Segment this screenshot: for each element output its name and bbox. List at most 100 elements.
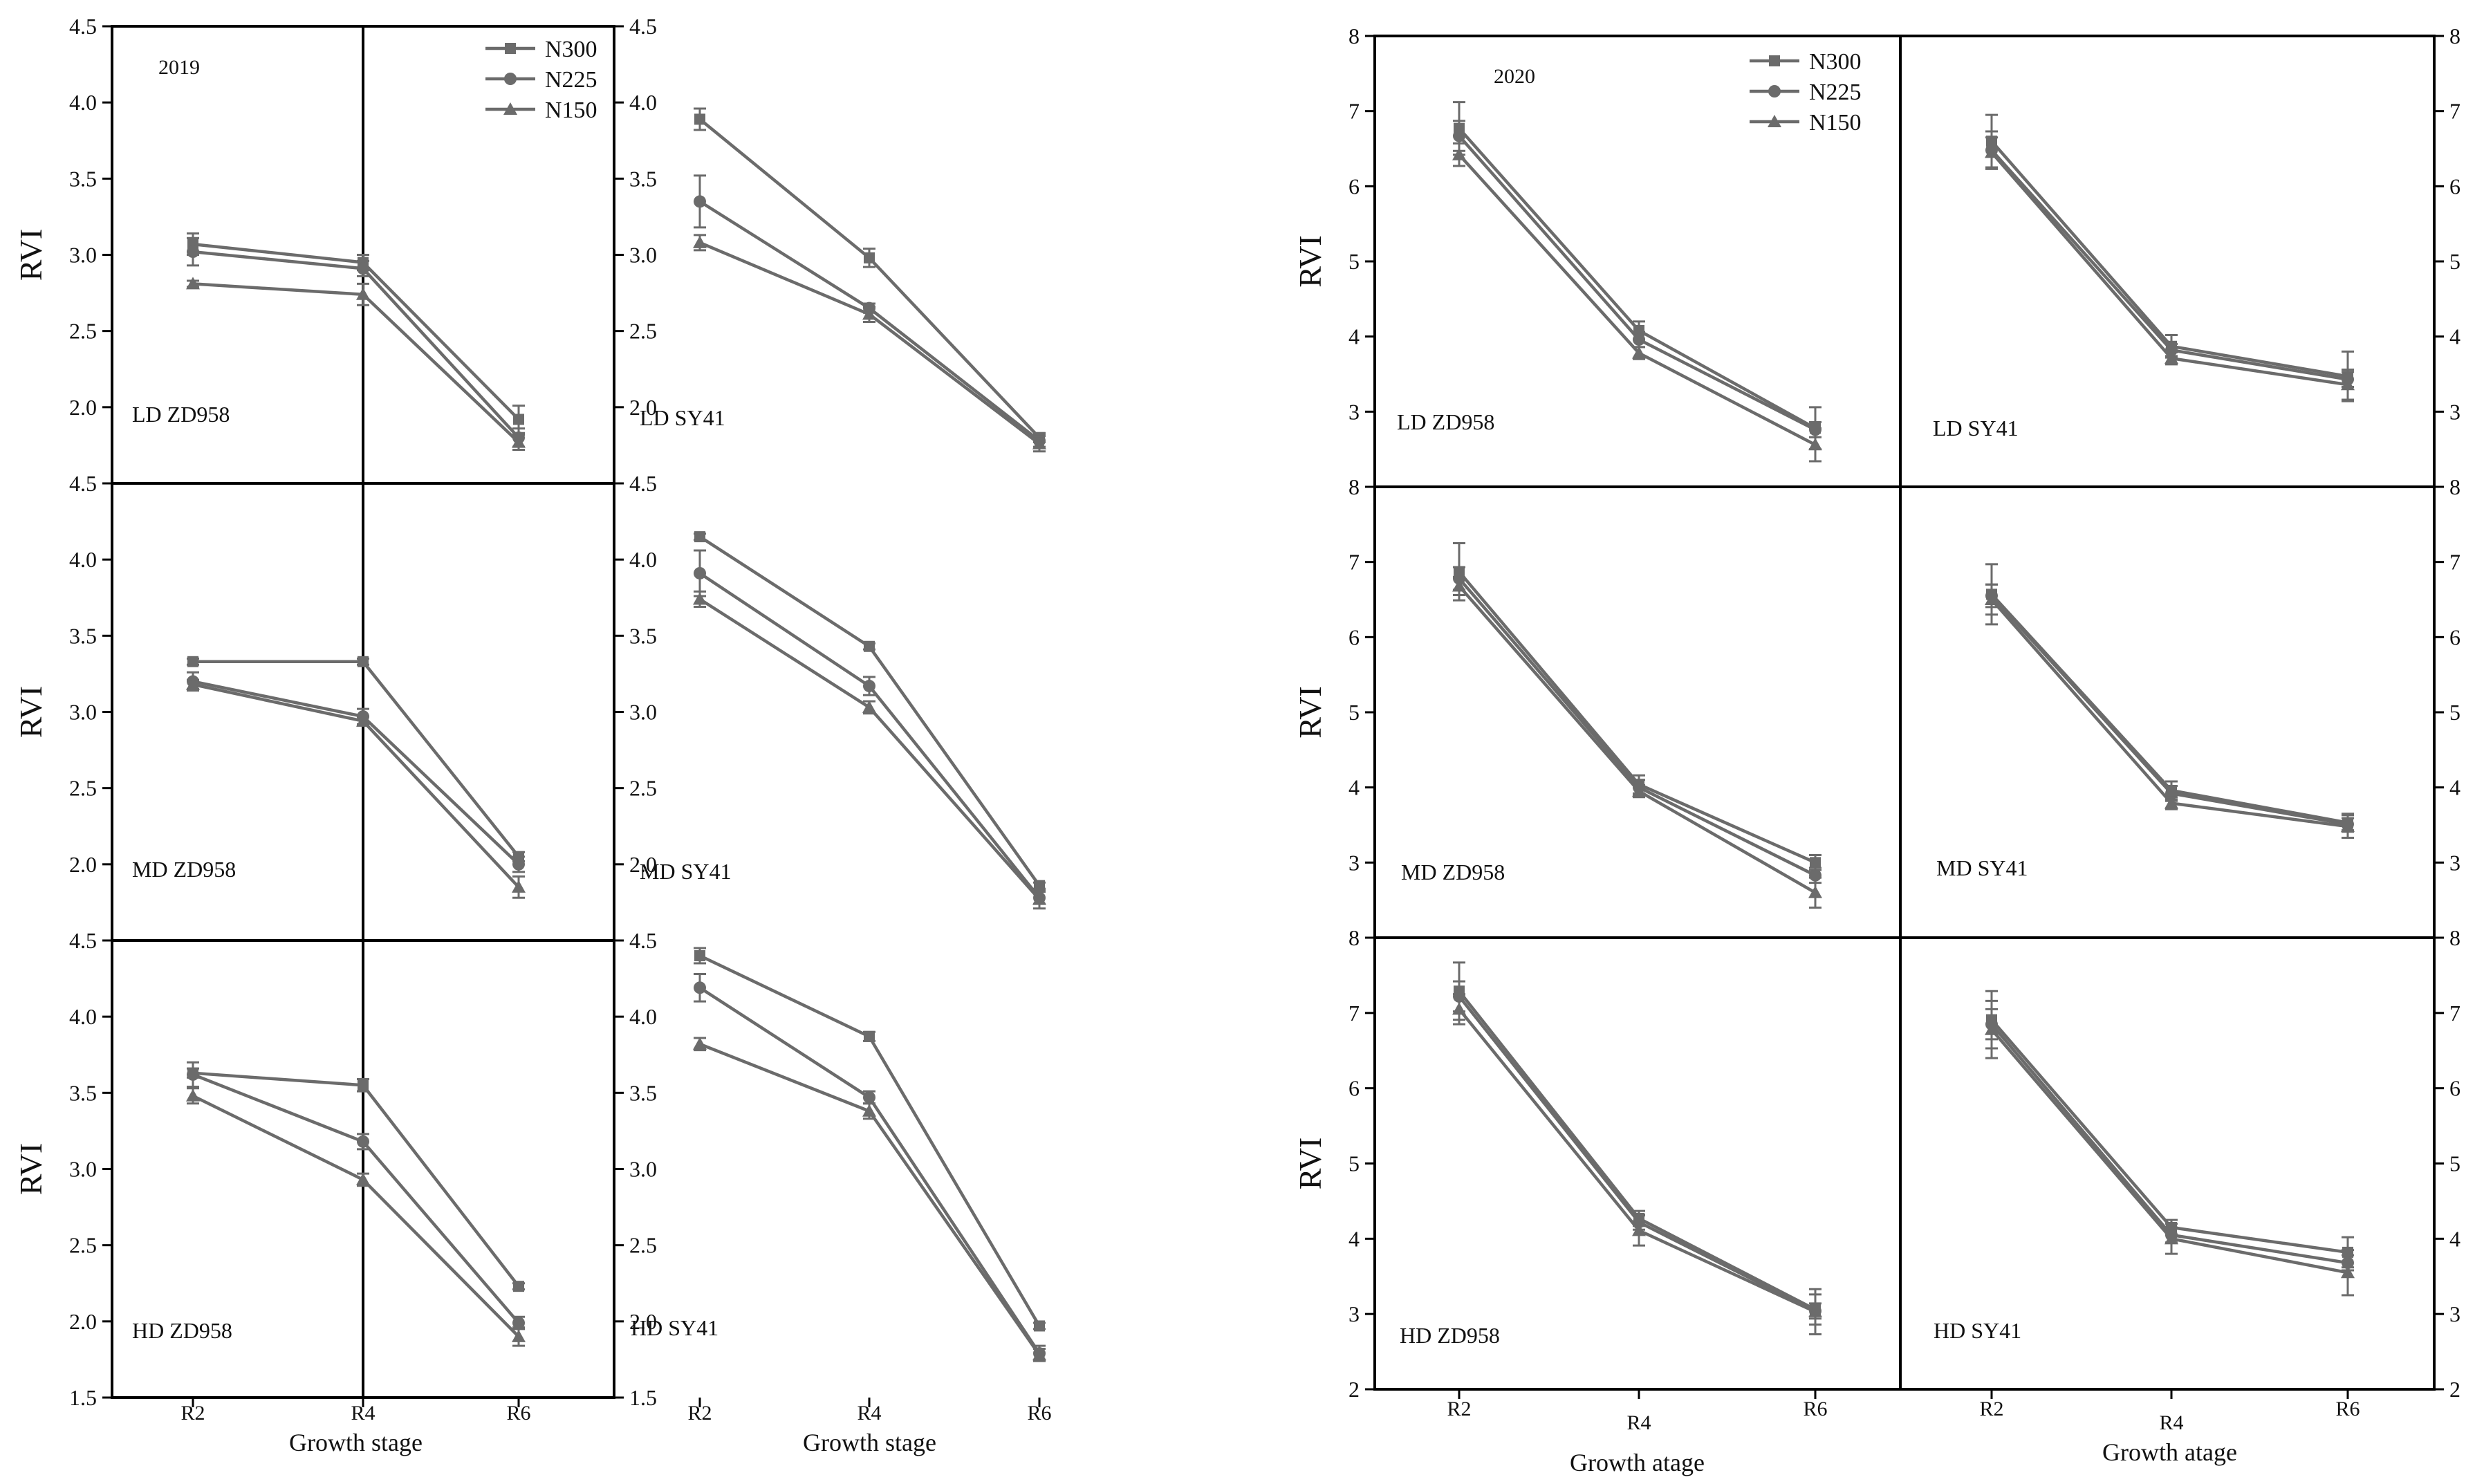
y-tick-label-right: 2.5 <box>629 1233 657 1258</box>
panel-ld-sy41: LD SY41 <box>1933 113 2355 440</box>
point-n150 <box>1452 579 1466 592</box>
point-n150 <box>1985 593 1999 605</box>
x-tick-label: R2 <box>180 1402 205 1425</box>
legend-marker-n300 <box>505 43 516 54</box>
y-tick-label-right: 3 <box>2449 1301 2460 1326</box>
point-n150 <box>186 277 200 290</box>
point-n225 <box>512 857 525 871</box>
point-n150 <box>1808 438 1822 451</box>
legend-label-n150: N150 <box>1809 110 1862 136</box>
point-n150 <box>2341 378 2355 391</box>
series-line-n300 <box>1458 127 1817 430</box>
y-tick-label-left: 2.5 <box>69 776 97 801</box>
series-line-n300 <box>192 242 520 421</box>
point-n150 <box>862 700 876 713</box>
y-tick-label-left: 6 <box>1348 1076 1360 1101</box>
point-n150 <box>2341 819 2355 833</box>
y-tick-label-right: 8 <box>2449 925 2460 950</box>
legend-marker-n300 <box>1769 55 1780 66</box>
series-line-n300 <box>698 118 1041 439</box>
y-tick-label-left: 2.5 <box>69 319 97 344</box>
x-tick-label: R6 <box>1027 1402 1051 1425</box>
y-tick-label-right: 3.0 <box>629 243 657 268</box>
y-tick-label-left: 7 <box>1348 1001 1360 1026</box>
point-n150 <box>1452 147 1466 160</box>
point-n150 <box>862 307 876 320</box>
y-tick-label-right: 2.0 <box>629 1309 657 1334</box>
point-n150 <box>1032 436 1046 449</box>
point-n150 <box>512 880 526 893</box>
y-tick-label-right: 5 <box>2449 1151 2460 1176</box>
y-axis-label: RVI <box>1292 686 1328 739</box>
y-tick-label-left: 3.5 <box>69 623 97 648</box>
panel-label: MD SY41 <box>1936 855 2028 880</box>
y-tick-label-left: 1.5 <box>69 1385 97 1410</box>
y-tick-label-left: 2.0 <box>69 852 97 877</box>
point-n225 <box>863 1091 875 1104</box>
panel-label: MD ZD958 <box>1401 860 1505 884</box>
y-tick-label-right: 4.5 <box>629 14 657 39</box>
point-n150 <box>2165 1232 2178 1245</box>
point-n150 <box>693 592 707 605</box>
point-n150 <box>356 287 370 300</box>
point-n300 <box>358 656 369 667</box>
point-n225 <box>694 981 706 994</box>
y-tick-label-left: 7 <box>1348 99 1360 124</box>
y-tick-label-left: 3 <box>1348 1301 1360 1326</box>
series-line-n150 <box>1458 1008 1816 1313</box>
point-n150 <box>512 1329 526 1342</box>
point-n150 <box>1632 1223 1646 1236</box>
y-tick-label-left: 6 <box>1348 174 1360 198</box>
y-tick-label-right: 6 <box>2449 1076 2460 1101</box>
y-tick-label-left: 5 <box>1348 249 1360 274</box>
point-n225 <box>512 1317 525 1330</box>
y-tick-label-left: 8 <box>1348 474 1360 499</box>
y-tick-label-left: 8 <box>1348 925 1360 950</box>
y-tick-label-right: 2.0 <box>629 852 657 877</box>
y-tick-label-right: 5 <box>2449 249 2460 274</box>
y-tick-label-left: 3.5 <box>69 166 97 191</box>
point-n150 <box>862 1104 876 1117</box>
panel-label: LD SY41 <box>640 405 725 430</box>
panel-label: HD SY41 <box>1934 1318 2021 1343</box>
point-n300 <box>864 1030 875 1042</box>
legend-label-n300: N300 <box>545 37 597 62</box>
x-tick-label: R6 <box>2335 1398 2360 1420</box>
panel-ld-zd958: LD ZD958 <box>132 232 526 452</box>
y-axis-label: RVI <box>1292 235 1328 288</box>
series-line-n225 <box>698 986 1041 1355</box>
point-n150 <box>2165 796 2178 809</box>
series-line-n300 <box>1458 571 1816 864</box>
panel-label: LD ZD958 <box>132 402 230 427</box>
point-n150 <box>186 677 200 690</box>
figure-2019: 2019 N300 N225 N150 2.0 2.0 2.5 2.5 3.0 3.0 3.5 3.5… <box>13 14 1052 1456</box>
y-axis-label: RVI <box>13 1143 48 1196</box>
y-tick-label-left: 4.5 <box>69 471 97 496</box>
panel-hd-sy41: HD SY41 <box>631 947 1046 1362</box>
panel-hd-sy41: HD SY41 <box>1934 990 2355 1343</box>
legend-label-n300: N300 <box>1809 49 1862 75</box>
y-tick-label-right: 8 <box>2449 24 2460 48</box>
legend-label-n150: N150 <box>545 98 597 123</box>
y-tick-label-left: 4 <box>1348 1226 1360 1251</box>
y-tick-label-right: 2 <box>2449 1377 2460 1402</box>
y-tick-label-right: 6 <box>2449 174 2460 198</box>
y-tick-label-left: 2.0 <box>69 395 97 420</box>
x-tick-label: R4 <box>2159 1411 2183 1434</box>
point-n150 <box>1632 784 1646 797</box>
y-tick-label-left: 8 <box>1348 24 1360 48</box>
panel-hd-zd958: HD ZD958 <box>1400 961 1822 1348</box>
series-line-n225 <box>1458 577 1817 877</box>
x-axis-label: Growth stage <box>289 1429 423 1456</box>
point-n225 <box>187 1068 199 1081</box>
series-line-n150 <box>192 282 520 444</box>
y-tick-label-right: 6 <box>2449 624 2460 649</box>
y-axis-label: RVI <box>13 686 48 739</box>
point-n225 <box>863 680 875 693</box>
point-n225 <box>1633 333 1645 346</box>
point-n300 <box>694 113 705 125</box>
x-axis-label: Growth stage <box>803 1429 936 1456</box>
y-tick-label-left: 4.0 <box>69 90 97 115</box>
point-n300 <box>513 1281 524 1292</box>
